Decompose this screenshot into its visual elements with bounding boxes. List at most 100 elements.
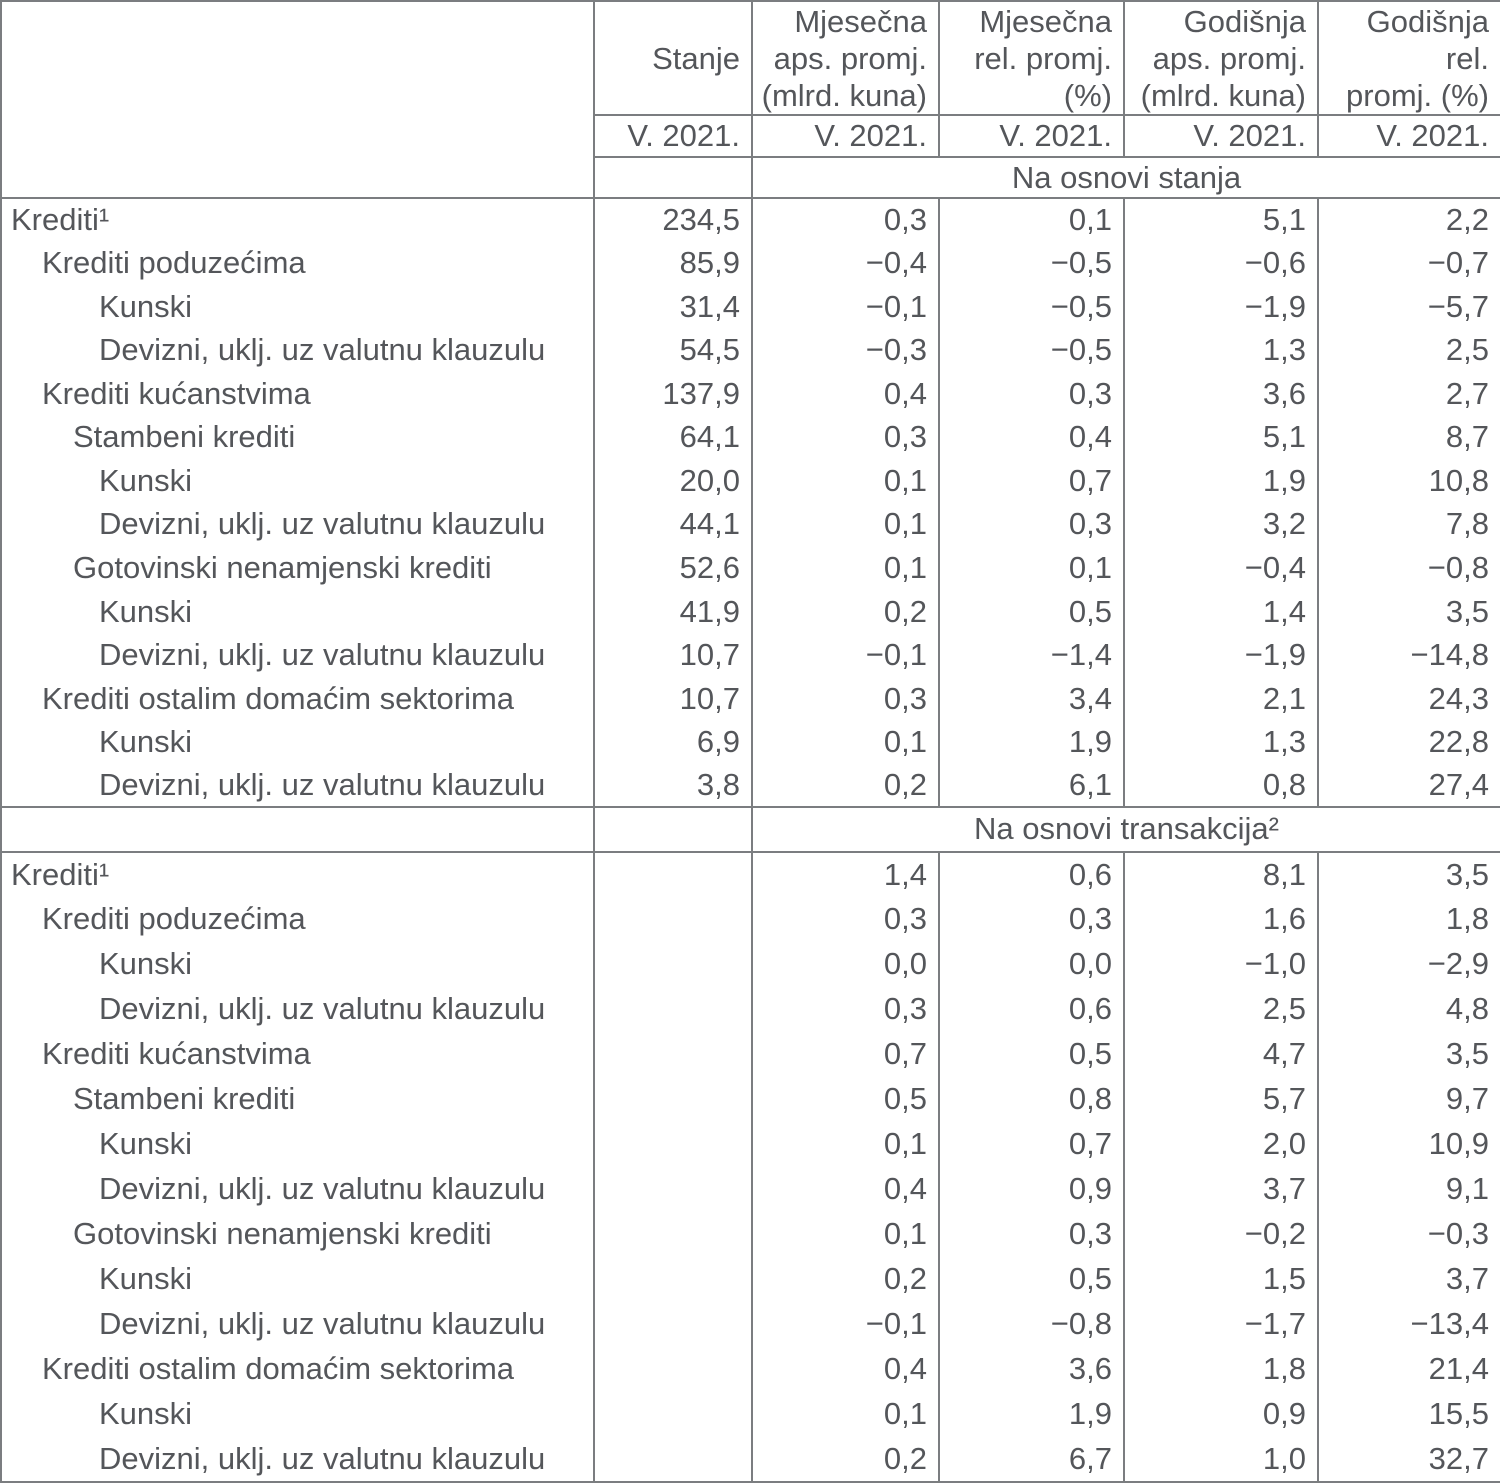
- value-cell: 0,3: [751, 415, 939, 460]
- value-cell: −5,7: [1317, 285, 1500, 329]
- value-cell: 0,1: [751, 459, 939, 503]
- value-cell: −1,9: [1123, 633, 1318, 677]
- table-row: Gotovinski nenamjenski krediti 0,1 0,3 −0,2…: [1, 1211, 1500, 1257]
- value-cell: 0,0: [751, 941, 939, 987]
- value-cell: 20,0: [593, 459, 752, 503]
- value-cell: 1,9: [938, 720, 1124, 764]
- value-cell: −0,7: [1317, 241, 1500, 286]
- value-cell: 3,5: [1317, 1031, 1500, 1077]
- column-header-stanje: Stanje: [593, 1, 752, 116]
- value-cell: 0,6: [938, 986, 1124, 1032]
- value-cell: 0,3: [751, 198, 939, 242]
- value-cell: −1,4: [938, 633, 1124, 677]
- value-cell: 44,1: [593, 502, 752, 547]
- row-label: Devizni, uklj. uz valutnu klauzulu: [99, 767, 546, 803]
- value-cell: [593, 1391, 752, 1437]
- row-label: Krediti¹: [11, 202, 110, 238]
- table-row: Devizni, uklj. uz valutnu klauzulu 3,8 0,2…: [1, 763, 1500, 808]
- value-cell: 27,4: [1317, 763, 1500, 808]
- table-row: Devizni, uklj. uz valutnu klauzulu 0,2 6,7…: [1, 1436, 1500, 1482]
- empty-cell: [593, 806, 752, 853]
- value-cell: 3,6: [938, 1346, 1124, 1392]
- table-row: Kunski 0,1 0,7 2,0 10,9: [1, 1121, 1500, 1167]
- period-cell: V. 2021.: [1317, 115, 1500, 158]
- table-row: Krediti poduzećima 0,3 0,3 1,6 1,8: [1, 896, 1500, 942]
- value-cell: 4,8: [1317, 986, 1500, 1032]
- row-label: Kunski: [99, 288, 193, 324]
- value-cell: −0,4: [751, 241, 939, 286]
- value-cell: 3,2: [1123, 502, 1318, 547]
- value-cell: 1,3: [1123, 720, 1318, 764]
- value-cell: 5,1: [1123, 415, 1318, 460]
- period-cell: V. 2021.: [751, 115, 939, 158]
- value-cell: 10,9: [1317, 1121, 1500, 1167]
- row-label: Krediti ostalim domaćim sektorima: [42, 1351, 515, 1387]
- value-cell: 0,1: [751, 546, 939, 590]
- value-cell: [593, 1256, 752, 1302]
- row-label: Kunski: [99, 946, 193, 982]
- value-cell: [593, 1301, 752, 1347]
- value-cell: 52,6: [593, 546, 752, 590]
- value-cell: 21,4: [1317, 1346, 1500, 1392]
- row-label: Devizni, uklj. uz valutnu klauzulu: [99, 991, 546, 1027]
- value-cell: 85,9: [593, 241, 752, 286]
- value-cell: 0,4: [751, 372, 939, 416]
- value-cell: −1,9: [1123, 285, 1318, 329]
- table-row: Kunski 31,4 −0,1 −0,5 −1,9 −5,7: [1, 285, 1500, 329]
- value-cell: 0,3: [938, 896, 1124, 942]
- value-cell: 3,7: [1123, 1166, 1318, 1212]
- table-header: Stanje Mjesečna aps. promj. (mlrd. kuna)…: [1, 1, 1500, 199]
- value-cell: 8,1: [1123, 851, 1318, 897]
- value-cell: 0,5: [938, 589, 1124, 634]
- value-cell: 0,1: [751, 1211, 939, 1257]
- value-cell: 7,8: [1317, 502, 1500, 547]
- row-label: Kunski: [99, 1261, 193, 1297]
- value-cell: 0,8: [938, 1076, 1124, 1122]
- value-cell: 41,9: [593, 589, 752, 634]
- column-header-mjesecna-rel: Mjesečna rel. promj. (%): [938, 1, 1124, 116]
- value-cell: 0,7: [751, 1031, 939, 1077]
- row-label: Devizni, uklj. uz valutnu klauzulu: [99, 332, 546, 368]
- value-cell: 0,4: [751, 1346, 939, 1392]
- value-cell: −1,0: [1123, 941, 1318, 987]
- value-cell: 6,1: [938, 763, 1124, 808]
- value-cell: 9,7: [1317, 1076, 1500, 1122]
- header-period-row: V. 2021. V. 2021. V. 2021. V. 2021. V. 2…: [1, 115, 1500, 158]
- value-cell: −1,7: [1123, 1301, 1318, 1347]
- section-stanja-body: Krediti¹ 234,5 0,3 0,1 5,1 2,2 Krediti poduzeć…: [1, 198, 1500, 808]
- value-cell: 0,2: [751, 1256, 939, 1302]
- value-cell: 9,1: [1317, 1166, 1500, 1212]
- value-cell: 0,9: [938, 1166, 1124, 1212]
- value-cell: 31,4: [593, 285, 752, 329]
- value-cell: 0,2: [751, 1436, 939, 1482]
- table-row: Stambeni krediti 0,5 0,8 5,7 9,7: [1, 1076, 1500, 1122]
- value-cell: 10,7: [593, 676, 752, 721]
- value-cell: 10,7: [593, 633, 752, 677]
- row-label: Devizni, uklj. uz valutnu klauzulu: [99, 1306, 546, 1342]
- column-header-godisnja-aps: Godišnja aps. promj. (mlrd. kuna): [1123, 1, 1318, 116]
- row-label: Kunski: [99, 593, 193, 629]
- value-cell: −0,1: [751, 285, 939, 329]
- value-cell: 0,0: [938, 941, 1124, 987]
- table-row: Devizni, uklj. uz valutnu klauzulu −0,1 −0…: [1, 1301, 1500, 1347]
- value-cell: [593, 1031, 752, 1077]
- value-cell: 0,1: [938, 546, 1124, 590]
- section-transakcija-divider: Na osnovi transakcija²: [1, 806, 1500, 853]
- value-cell: −0,5: [938, 328, 1124, 373]
- value-cell: 32,7: [1317, 1436, 1500, 1482]
- value-cell: [593, 896, 752, 942]
- value-cell: −2,9: [1317, 941, 1500, 987]
- value-cell: −0,4: [1123, 546, 1318, 590]
- table-row: Kunski 0,0 0,0 −1,0 −2,9: [1, 941, 1500, 987]
- value-cell: −0,2: [1123, 1211, 1318, 1257]
- header-titles-row: Stanje Mjesečna aps. promj. (mlrd. kuna)…: [1, 1, 1500, 199]
- value-cell: 0,3: [938, 502, 1124, 547]
- row-label: Devizni, uklj. uz valutnu klauzulu: [99, 1440, 546, 1476]
- value-cell: [593, 1346, 752, 1392]
- value-cell: −14,8: [1317, 633, 1500, 677]
- value-cell: −0,5: [938, 285, 1124, 329]
- value-cell: 64,1: [593, 415, 752, 460]
- row-label: Kunski: [99, 462, 193, 498]
- row-label: Kunski: [99, 1396, 193, 1432]
